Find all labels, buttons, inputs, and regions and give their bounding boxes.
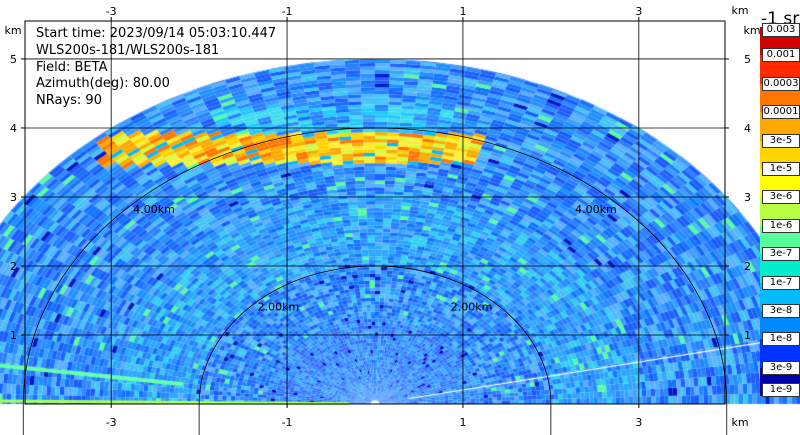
y-tick-label-right: 4 xyxy=(744,122,751,135)
y-tick-label-left: 5 xyxy=(10,53,17,66)
nrays-text: NRays: 90 xyxy=(36,93,102,108)
colorbar-tick-label: 0.0003 xyxy=(762,76,800,91)
instrument-text: WLS200s-181/WLS200s-181 xyxy=(36,43,220,58)
range-ring-label-left: 2.00km xyxy=(258,300,300,313)
y-tick-label-right: 1 xyxy=(744,329,751,342)
range-ring-label-left: 4.00km xyxy=(133,203,175,216)
range-ring-label-right: 4.00km xyxy=(575,203,617,216)
x-tick-label-bottom: 1 xyxy=(459,416,466,429)
colorbar-tick-label: 1e-9 xyxy=(762,383,800,397)
colorbar-tick-label: 1e-6 xyxy=(762,218,800,233)
azimuth-text: Azimuth(deg): 80.00 xyxy=(36,76,170,91)
colorbar-tick-label: 3e-9 xyxy=(762,360,800,375)
colorbar-tick-label: 0.003 xyxy=(762,23,800,37)
y-tick-label-left: 4 xyxy=(10,122,17,135)
colorbar-tick-label: 0.0001 xyxy=(762,105,800,120)
y-tick-label-right: 2 xyxy=(744,260,751,273)
colorbar-tick-label: 1e-8 xyxy=(762,332,800,347)
colorbar-tick-label: 3e-6 xyxy=(762,190,800,205)
colorbar-tick-label: 3e-7 xyxy=(762,247,800,262)
x-tick-label-bottom: 3 xyxy=(635,416,642,429)
x-tick-label-top: -3 xyxy=(106,5,117,18)
colorbar: 0.003 0.001 0.0003 0.0001 3e-5 1e-5 3e-6 1e-6 3e… xyxy=(760,23,800,397)
range-ring-label-right: 2.00km xyxy=(451,300,493,313)
colorbar-tick-label: 0.001 xyxy=(762,48,800,63)
x-tick-label-top: 3 xyxy=(635,5,642,18)
plot-frame xyxy=(24,20,726,405)
x-tick-label-bottom: -1 xyxy=(282,416,293,429)
y-tick-label-left: 1 xyxy=(10,329,17,342)
y-tick-label-left: 3 xyxy=(10,191,17,204)
colorbar-tick-label: 1e-7 xyxy=(762,275,800,290)
y-unit-right: km xyxy=(743,24,760,37)
y-tick-label-left: 2 xyxy=(10,260,17,273)
range-ring xyxy=(198,265,552,405)
x-unit-bottom: km xyxy=(731,416,748,429)
range-ring xyxy=(22,127,728,405)
x-unit-top: km xyxy=(731,4,748,17)
colorbar-tick-label: 1e-5 xyxy=(762,162,800,176)
field-text: Field: BETA xyxy=(36,60,108,75)
colorbar-tick-label: 3e-5 xyxy=(762,133,800,148)
x-tick-label-bottom: -3 xyxy=(106,416,117,429)
colorbar-tick-label: 3e-8 xyxy=(762,304,800,318)
y-unit-left: km xyxy=(4,24,21,37)
x-tick-label-top: -1 xyxy=(282,5,293,18)
y-tick-label-right: 5 xyxy=(744,53,751,66)
x-tick-label-top: 1 xyxy=(459,5,466,18)
y-tick-label-right: 3 xyxy=(744,191,751,204)
start-time-text: Start time: 2023/09/14 05:03:10.447 xyxy=(36,26,277,41)
